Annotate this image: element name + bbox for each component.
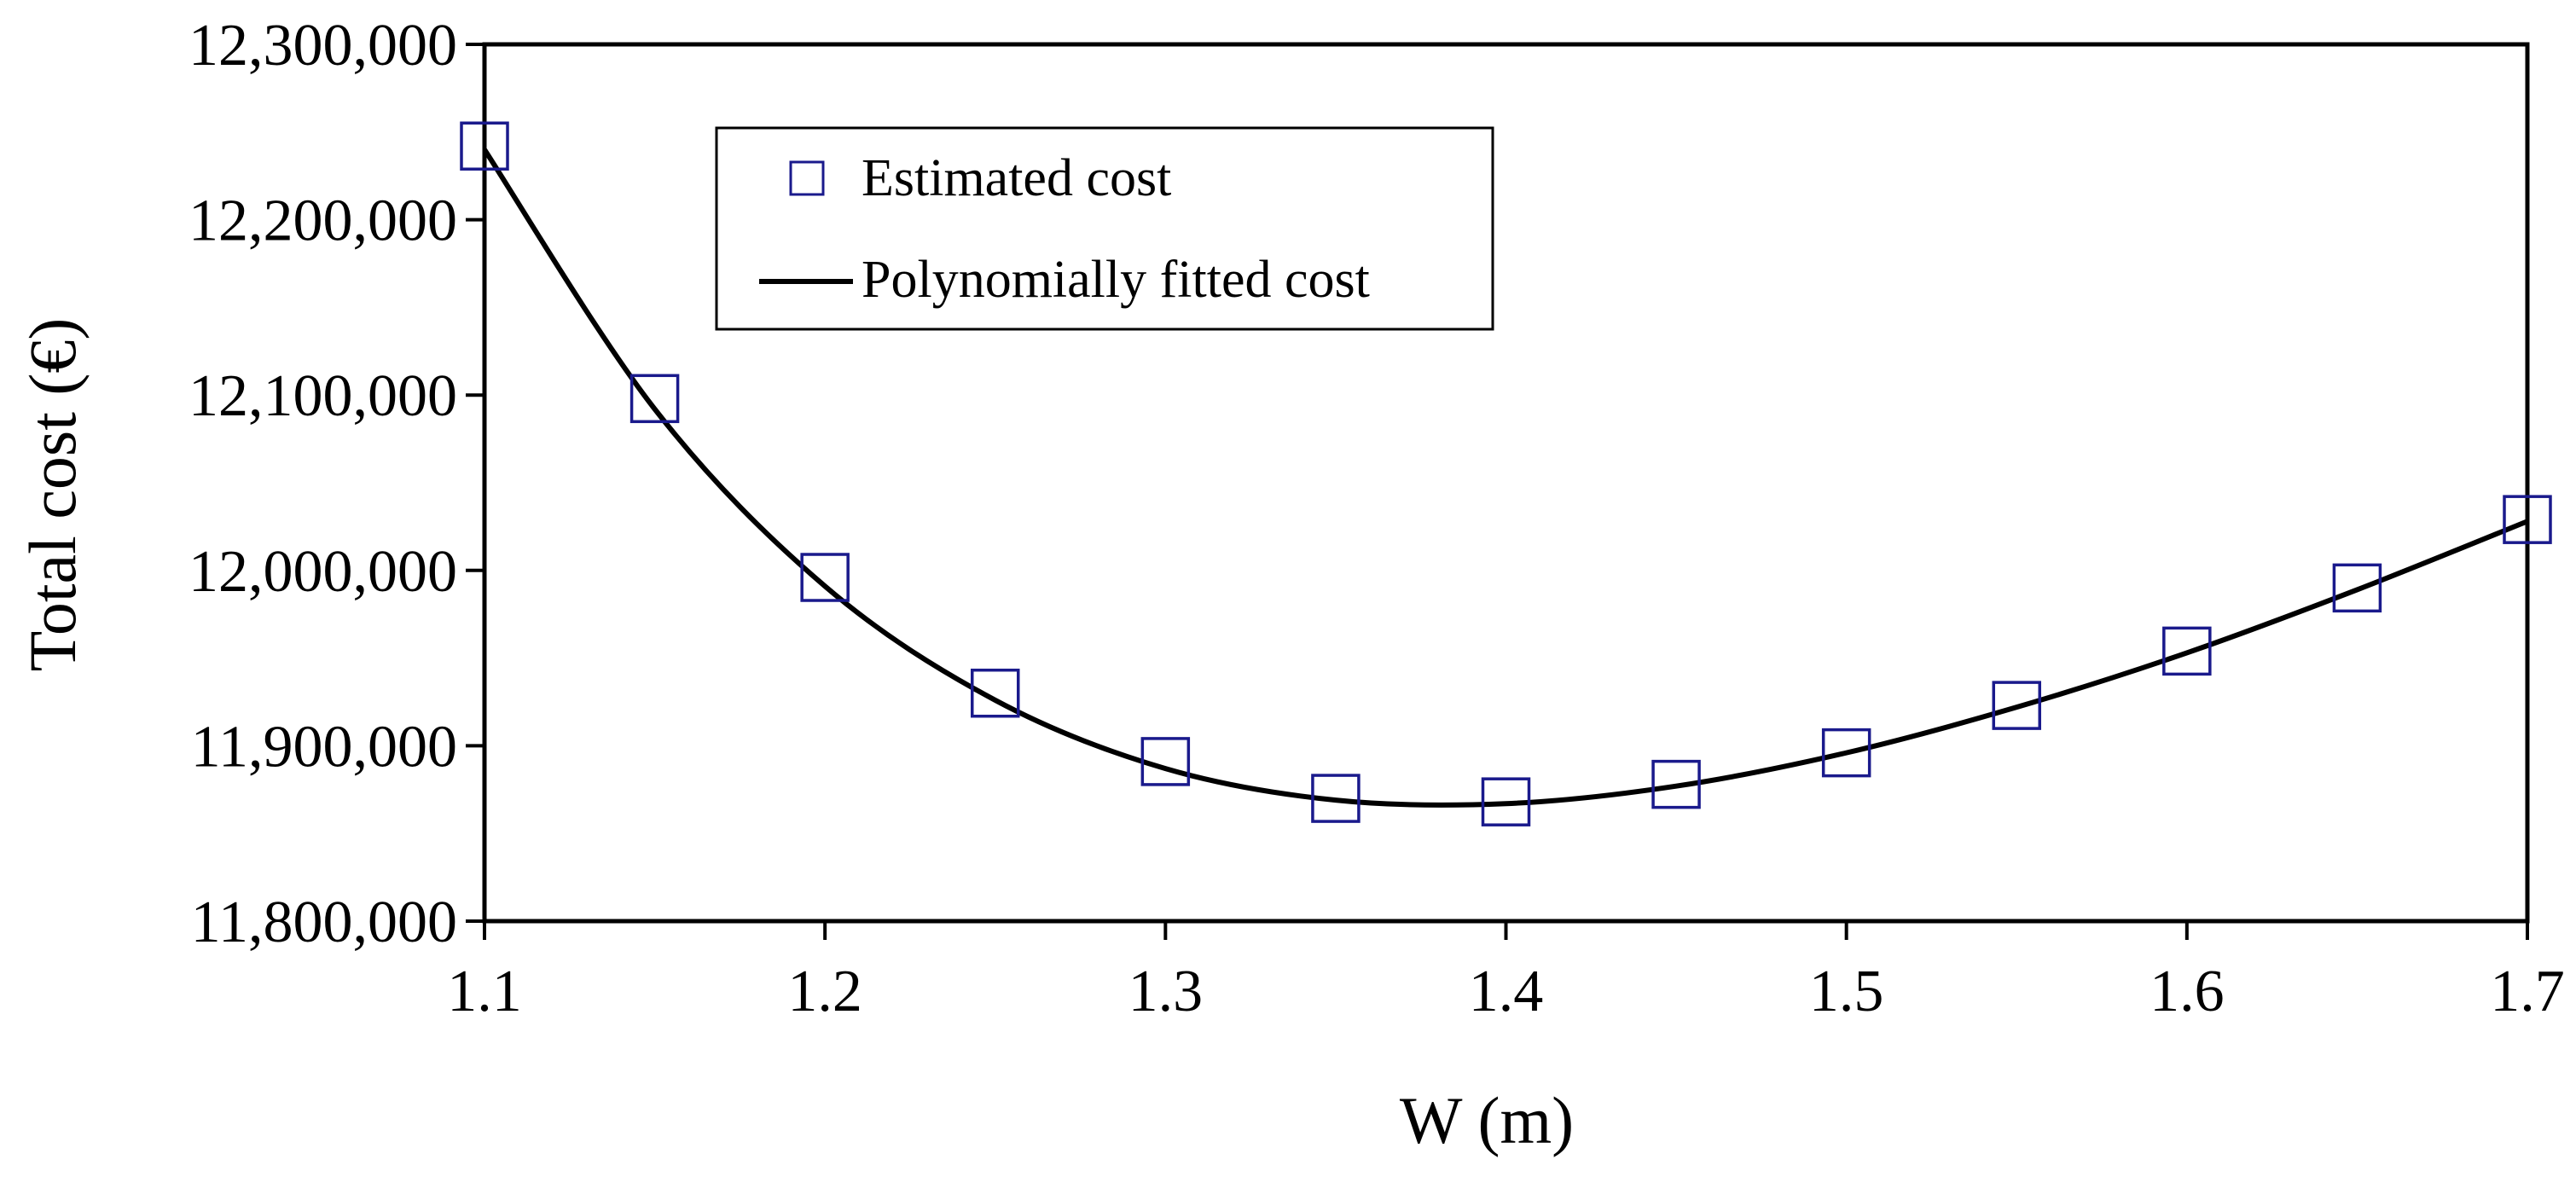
legend-label-polynomially-fitted-cost: Polynomially fitted cost: [862, 251, 1370, 309]
x-tick-label: 1.4: [1469, 959, 1544, 1024]
data-point-estimated-cost: [1992, 681, 2041, 730]
data-point-estimated-cost: [2162, 626, 2212, 676]
x-tick-label: 1.7: [2490, 959, 2565, 1024]
series-line-polynomially-fitted-cost: [482, 148, 2529, 808]
x-tick-label: 1.3: [1128, 959, 1204, 1024]
data-point-estimated-cost: [629, 374, 680, 424]
y-axis-title: Total cost (€): [15, 318, 90, 672]
data-point-estimated-cost: [2332, 563, 2382, 613]
data-point-estimated-cost: [460, 121, 509, 171]
y-tick-label: 12,100,000: [189, 363, 457, 429]
legend-marker-estimated-cost: [789, 160, 825, 196]
data-point-estimated-cost: [1821, 728, 1871, 778]
data-point-estimated-cost: [800, 553, 850, 602]
series-layer: [460, 121, 2552, 826]
data-point-estimated-cost: [1311, 774, 1361, 823]
x-tick-label: 1.5: [1809, 959, 1884, 1024]
y-axis-ticks: 11,800,000 11,900,000 12,000,000 12,100,000…: [189, 13, 484, 955]
y-tick-label: 12,300,000: [189, 13, 457, 78]
data-point-estimated-cost: [1481, 777, 1531, 826]
data-point-estimated-cost: [971, 668, 1020, 718]
y-tick-label: 11,900,000: [191, 714, 457, 780]
data-point-estimated-cost: [1651, 759, 1701, 809]
x-tick-label: 1.2: [787, 959, 862, 1024]
x-tick-label: 1.6: [2150, 959, 2225, 1024]
data-point-estimated-cost: [1140, 737, 1191, 786]
x-tick-label: 1.1: [447, 959, 522, 1024]
legend-label-estimated-cost: Estimated cost: [862, 149, 1171, 207]
x-axis-ticks: 1.1 1.2 1.3 1.4 1.5 1.6 1.7: [447, 921, 2565, 1024]
legend-box: [715, 126, 1494, 331]
data-point-estimated-cost: [2503, 495, 2552, 544]
legend: Estimated cost Polynomially fitted cost: [715, 126, 1494, 331]
y-tick-label: 12,000,000: [189, 539, 457, 605]
y-tick-label: 12,200,000: [189, 188, 457, 254]
x-axis-title: W (m): [1400, 1083, 1574, 1157]
y-tick-label: 11,800,000: [191, 890, 457, 955]
